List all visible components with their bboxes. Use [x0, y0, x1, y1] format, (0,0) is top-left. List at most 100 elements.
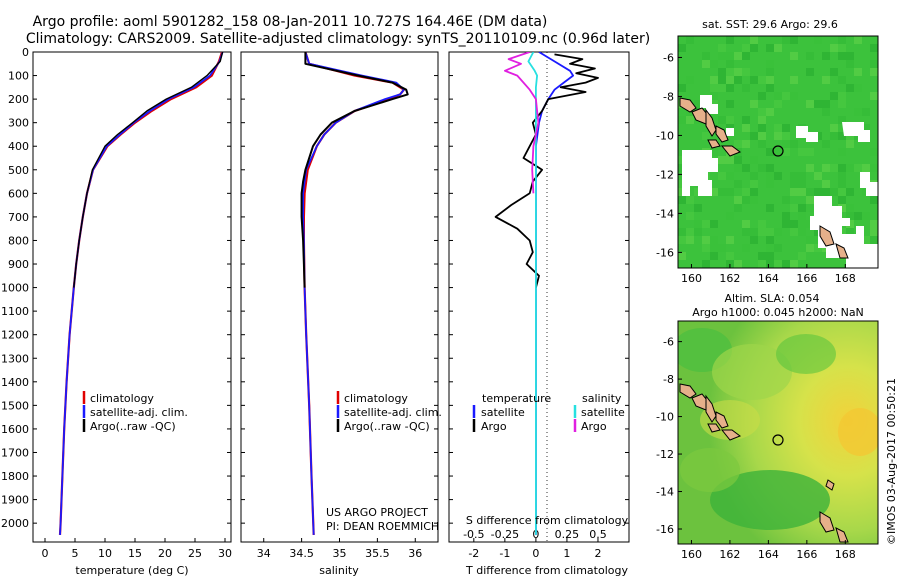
salinity-axes: [240, 51, 439, 543]
sst-cloud-mask: [682, 95, 878, 268]
sst-cell: [790, 188, 798, 196]
sst-cell: [686, 212, 694, 220]
sst-cell: [806, 164, 814, 172]
sst-cell: [678, 44, 686, 52]
sst-cell: [870, 196, 878, 204]
sst-cell: [710, 148, 718, 156]
sst-cell: [758, 124, 766, 132]
sst-cell: [718, 172, 726, 180]
x-top-tick-label: -0.5: [463, 528, 484, 541]
sst-cell: [782, 124, 790, 132]
y-tick-label: -12: [656, 168, 674, 181]
sst-cell: [814, 100, 822, 108]
y-tick-label: -10: [656, 129, 674, 142]
x-tick-label: 36: [408, 547, 422, 560]
sst-cell: [822, 108, 830, 116]
sst-cell: [830, 188, 838, 196]
sst-cell: [774, 260, 782, 268]
temperature-panel: 0100200300400500600700800900100011001200…: [1, 46, 232, 577]
sst-cell: [734, 156, 742, 164]
sst-cell: [758, 76, 766, 84]
x-tick-label: 1: [563, 547, 570, 560]
difference-y-ticks: [449, 51, 629, 524]
sst-cell: [766, 60, 774, 68]
sst-cell: [806, 196, 814, 204]
sst-cell: [766, 108, 774, 116]
y-tick-label: 1400: [1, 376, 29, 389]
sst-cell: [854, 68, 862, 76]
temperature-xlabel: temperature (deg C): [75, 564, 188, 577]
sst-cell: [726, 68, 734, 76]
x-tick-label: 35: [333, 547, 347, 560]
legend-label: climatology: [344, 392, 408, 405]
sst-cell: [766, 44, 774, 52]
salinity-xlabel: salinity: [319, 564, 359, 577]
sst-cell: [838, 148, 846, 156]
sla-map-frame: [677, 320, 879, 545]
y-tick-label: -16: [656, 246, 674, 259]
sst-cell: [846, 140, 854, 148]
legend-label: satellite: [481, 406, 525, 419]
y-tick-label: 1000: [1, 282, 29, 295]
sla-map-title1: Altim. SLA: 0.054: [724, 292, 819, 305]
x-tick-label: 34: [257, 547, 271, 560]
sst-cell: [790, 204, 798, 212]
sst-cell: [726, 36, 734, 44]
sst-cell: [726, 188, 734, 196]
salinity-panel: 34 34.5 35 35.5 36 salinity climatology sate…: [240, 51, 442, 577]
sst-cell: [678, 116, 686, 124]
sst-cell: [686, 116, 694, 124]
sst-cell: [774, 172, 782, 180]
imos-credit: ©IMOS 03-Aug-2017 00:50:21: [885, 378, 898, 545]
sst-cell: [734, 68, 742, 76]
sst-cell: [710, 92, 718, 100]
sst-cell: [798, 188, 806, 196]
sst-cell: [782, 260, 790, 268]
sst-cell: [806, 100, 814, 108]
sst-cell: [830, 164, 838, 172]
legend-label: satellite: [581, 406, 625, 419]
sst-cell: [726, 156, 734, 164]
x-tick-label: 162: [719, 548, 740, 561]
sst-cell: [790, 260, 798, 268]
x-tick-label: 15: [128, 547, 142, 560]
sst-cell: [750, 188, 758, 196]
sst-cell: [710, 188, 718, 196]
legend-label: satellite-adj. clim.: [90, 406, 188, 419]
sst-cell: [750, 132, 758, 140]
sst-cell: [742, 140, 750, 148]
sst-cell: [734, 204, 742, 212]
sst-cell: [718, 116, 726, 124]
series-line-argo-raw-qc-: [73, 52, 224, 288]
sst-cell: [854, 212, 862, 220]
sst-cell: [702, 60, 710, 68]
sst-cell: [726, 76, 734, 84]
sst-cell: [742, 228, 750, 236]
sst-cell: [846, 204, 854, 212]
sst-cell: [798, 172, 806, 180]
sst-cell: [830, 44, 838, 52]
x-tick-label: 5: [72, 547, 79, 560]
y-tick-label: 0: [22, 46, 29, 59]
sst-cell: [790, 180, 798, 188]
legend-label: Argo(..raw -QC): [344, 420, 430, 433]
project-label: US ARGO PROJECT: [326, 506, 428, 519]
sst-map-axes: 160 162 164 166 168 -6 -8 -10 -12 -14 -16: [656, 51, 856, 285]
sst-cell: [822, 140, 830, 148]
sst-cell: [766, 76, 774, 84]
sst-cell: [750, 196, 758, 204]
series-line-satellite-adj-clim-: [302, 52, 405, 535]
x-tick-label: 20: [158, 547, 172, 560]
y-tick-label: -14: [656, 207, 674, 220]
sst-cell: [814, 172, 822, 180]
y-tick-label: 600: [8, 187, 29, 200]
sst-cell: [710, 244, 718, 252]
sst-cell: [766, 260, 774, 268]
sst-cell: [774, 92, 782, 100]
y-tick-label: 2000: [1, 517, 29, 530]
depth-axis: 0 100 200 300 400 500 600 700 800 900 1000 1100 1200…: [1, 46, 231, 530]
sst-cell: [798, 180, 806, 188]
sst-cell: [782, 132, 790, 140]
sst-cell: [758, 220, 766, 228]
sst-cell: [718, 156, 726, 164]
